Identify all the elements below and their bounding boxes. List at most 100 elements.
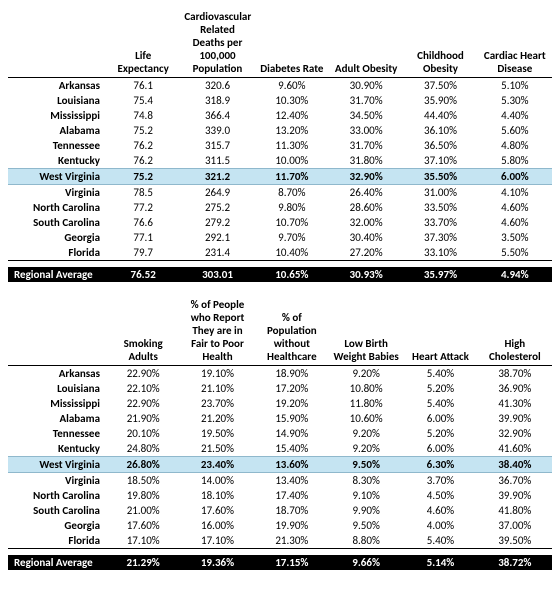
cell: 4.00% bbox=[403, 518, 477, 533]
row-label: North Carolina bbox=[8, 200, 106, 215]
cell: 19.90% bbox=[255, 518, 329, 533]
row-label: Arkansas bbox=[8, 366, 106, 382]
cell: 28.60% bbox=[329, 200, 403, 215]
table1-col-4: Adult Obesity bbox=[329, 8, 403, 78]
cell: 23.70% bbox=[180, 396, 254, 411]
row-label: Florida bbox=[8, 245, 106, 261]
cell: 320.6 bbox=[180, 78, 254, 94]
cell: 315.7 bbox=[180, 138, 254, 153]
cell: 37.00% bbox=[478, 518, 552, 533]
table-row: North Carolina77.2275.29.80%28.60%33.50%… bbox=[8, 200, 552, 215]
row-label: Georgia bbox=[8, 518, 106, 533]
cell: 36.90% bbox=[478, 381, 552, 396]
cell: 5.40% bbox=[403, 533, 477, 549]
cell: 31.70% bbox=[329, 138, 403, 153]
cell: 18.10% bbox=[180, 488, 254, 503]
avg-label: Regional Average bbox=[8, 555, 106, 570]
cell: 19.10% bbox=[180, 366, 254, 382]
cell: 75.2 bbox=[106, 123, 180, 138]
table2-col-5: Heart Attack bbox=[403, 296, 477, 366]
avg-label: Regional Average bbox=[8, 267, 106, 282]
cell: 32.90% bbox=[329, 169, 403, 185]
avg-cell: 9.66% bbox=[329, 555, 403, 570]
cell: 37.50% bbox=[403, 78, 477, 94]
cell: 13.20% bbox=[255, 123, 329, 138]
table-row: Alabama75.2339.013.20%33.00%36.10%5.60% bbox=[8, 123, 552, 138]
cell: 79.7 bbox=[106, 245, 180, 261]
avg-cell: 30.93% bbox=[329, 267, 403, 282]
table2-col-6: High Cholesterol bbox=[478, 296, 552, 366]
cell: 22.90% bbox=[106, 366, 180, 382]
table-health-metrics-1: Life ExpectancyCardiovascular Related De… bbox=[8, 8, 552, 282]
cell: 10.40% bbox=[255, 245, 329, 261]
cell: 17.10% bbox=[106, 533, 180, 549]
cell: 15.90% bbox=[255, 411, 329, 426]
avg-cell: 21.29% bbox=[106, 555, 180, 570]
row-label: Tennessee bbox=[8, 138, 106, 153]
cell: 279.2 bbox=[180, 215, 254, 230]
cell: 26.80% bbox=[106, 457, 180, 473]
avg-cell: 5.14% bbox=[403, 555, 477, 570]
table1-col-2: Cardiovascular Related Deaths per 100,00… bbox=[180, 8, 254, 78]
cell: 22.90% bbox=[106, 396, 180, 411]
cell: 17.40% bbox=[255, 488, 329, 503]
avg-cell: 38.72% bbox=[478, 555, 552, 570]
cell: 366.4 bbox=[180, 108, 254, 123]
cell: 13.40% bbox=[255, 473, 329, 489]
cell: 22.10% bbox=[106, 381, 180, 396]
cell: 5.80% bbox=[478, 153, 552, 169]
cell: 32.90% bbox=[478, 426, 552, 441]
regional-average-row: Regional Average21.29%19.36%17.15%9.66%5… bbox=[8, 555, 552, 570]
table1-col-1: Life Expectancy bbox=[106, 8, 180, 78]
cell: 15.40% bbox=[255, 441, 329, 457]
cell: 5.40% bbox=[403, 396, 477, 411]
avg-cell: 17.15% bbox=[255, 555, 329, 570]
cell: 264.9 bbox=[180, 185, 254, 201]
table1-col-6: Cardiac Heart Disease bbox=[478, 8, 552, 78]
cell: 18.90% bbox=[255, 366, 329, 382]
cell: 5.20% bbox=[403, 381, 477, 396]
table-row: Arkansas76.1320.69.60%30.90%37.50%5.10% bbox=[8, 78, 552, 94]
table-row: West Virginia26.80%23.40%13.60%9.50%6.30… bbox=[8, 457, 552, 473]
table-row: Tennessee20.10%19.50%14.90%9.20%5.20%32.… bbox=[8, 426, 552, 441]
table-row: Virginia78.5264.98.70%26.40%31.00%4.10% bbox=[8, 185, 552, 201]
cell: 33.70% bbox=[403, 215, 477, 230]
cell: 311.5 bbox=[180, 153, 254, 169]
cell: 75.2 bbox=[106, 169, 180, 185]
cell: 13.60% bbox=[255, 457, 329, 473]
cell: 5.30% bbox=[478, 93, 552, 108]
cell: 24.80% bbox=[106, 441, 180, 457]
row-label: Kentucky bbox=[8, 441, 106, 457]
cell: 35.50% bbox=[403, 169, 477, 185]
cell: 19.80% bbox=[106, 488, 180, 503]
cell: 10.80% bbox=[329, 381, 403, 396]
table-row: Kentucky24.80%21.50%15.40%9.20%6.00%41.6… bbox=[8, 441, 552, 457]
cell: 9.20% bbox=[329, 426, 403, 441]
cell: 17.10% bbox=[180, 533, 254, 549]
cell: 75.4 bbox=[106, 93, 180, 108]
row-label: Georgia bbox=[8, 230, 106, 245]
cell: 10.60% bbox=[329, 411, 403, 426]
avg-cell: 303.01 bbox=[180, 267, 254, 282]
cell: 35.90% bbox=[403, 93, 477, 108]
cell: 17.20% bbox=[255, 381, 329, 396]
cell: 10.30% bbox=[255, 93, 329, 108]
regional-average-row: Regional Average76.52303.0110.65%30.93%3… bbox=[8, 267, 552, 282]
table-health-metrics-2: Smoking Adults% of People who Report The… bbox=[8, 296, 552, 570]
cell: 3.70% bbox=[403, 473, 477, 489]
row-label: North Carolina bbox=[8, 488, 106, 503]
cell: 9.20% bbox=[329, 366, 403, 382]
cell: 9.80% bbox=[255, 200, 329, 215]
table1-col-5: Childhood Obesity bbox=[403, 8, 477, 78]
cell: 5.50% bbox=[478, 245, 552, 261]
cell: 4.10% bbox=[478, 185, 552, 201]
cell: 31.80% bbox=[329, 153, 403, 169]
cell: 14.00% bbox=[180, 473, 254, 489]
cell: 33.10% bbox=[403, 245, 477, 261]
cell: 9.90% bbox=[329, 503, 403, 518]
cell: 9.50% bbox=[329, 518, 403, 533]
table-row: Alabama21.90%21.20%15.90%10.60%6.00%39.9… bbox=[8, 411, 552, 426]
cell: 23.40% bbox=[180, 457, 254, 473]
cell: 6.00% bbox=[478, 169, 552, 185]
cell: 275.2 bbox=[180, 200, 254, 215]
